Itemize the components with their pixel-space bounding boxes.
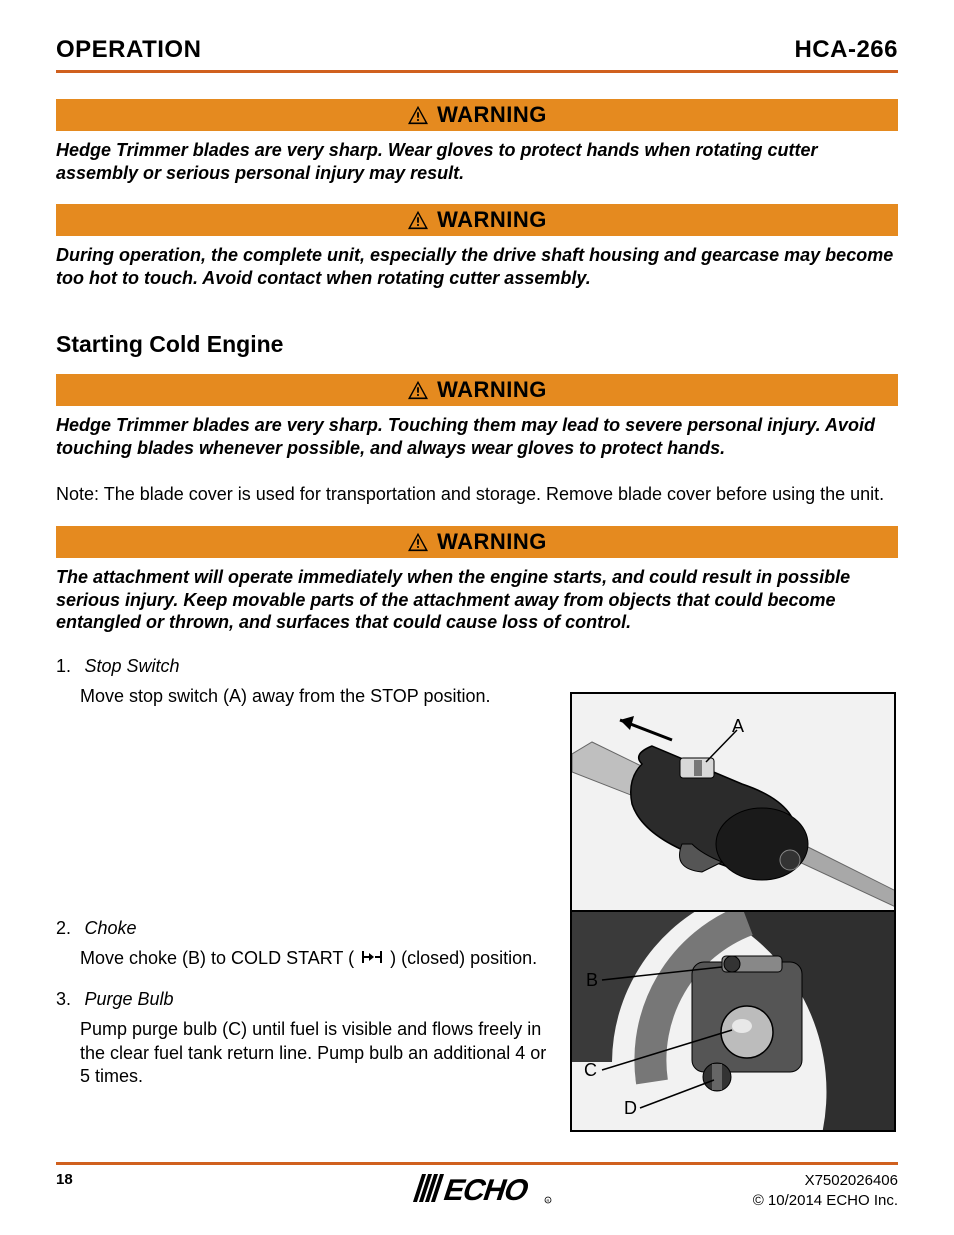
warning-banner: WARNING	[56, 526, 898, 558]
note-text: Note: The blade cover is used for transp…	[56, 483, 898, 506]
step-item: 1. Stop Switch Move stop switch (A) away…	[56, 656, 550, 708]
warning-text: The attachment will operate immediately …	[56, 566, 898, 634]
figure-callout-c: C	[584, 1060, 597, 1081]
warning-banner: WARNING	[56, 204, 898, 236]
warning-triangle-icon	[407, 380, 429, 400]
warning-label: WARNING	[437, 377, 547, 403]
step-body: Pump purge bulb (C) until fuel is visibl…	[80, 1018, 550, 1088]
step-item: 3. Purge Bulb Pump purge bulb (C) until …	[56, 989, 550, 1088]
warning-label: WARNING	[437, 207, 547, 233]
brand-logo: ECHO R	[402, 1168, 552, 1213]
warning-banner: WARNING	[56, 374, 898, 406]
figure-callout-d: D	[624, 1098, 637, 1119]
warning-text: Hedge Trimmer blades are very sharp. Wea…	[56, 139, 898, 184]
warning-triangle-icon	[407, 105, 429, 125]
page-number: 18	[56, 1171, 73, 1188]
model-number: HCA-266	[794, 36, 898, 64]
step-title: Stop Switch	[84, 656, 179, 676]
section-heading: Starting Cold Engine	[56, 331, 898, 358]
step-body-post: ) (closed) position.	[390, 948, 537, 968]
step-number: 2.	[56, 918, 80, 939]
choke-closed-icon	[361, 948, 383, 971]
warning-label: WARNING	[437, 529, 547, 555]
step-number: 1.	[56, 656, 80, 677]
step-title: Purge Bulb	[84, 989, 173, 1009]
warning-label: WARNING	[437, 102, 547, 128]
figure-callout-b: B	[586, 970, 598, 991]
doc-number: X7502026406	[753, 1171, 898, 1191]
figure-choke-purge: B C D	[570, 910, 896, 1132]
page-header: OPERATION HCA-266	[56, 36, 898, 73]
step-number: 3.	[56, 989, 80, 1010]
warning-text: Hedge Trimmer blades are very sharp. Tou…	[56, 414, 898, 459]
section-name: OPERATION	[56, 36, 201, 64]
step-body-pre: Move choke (B) to COLD START (	[80, 948, 359, 968]
figure-stop-switch: A	[570, 692, 896, 910]
page-footer: 18 X7502026406 © 10/2014 ECHO Inc. ECHO …	[56, 1150, 898, 1212]
warning-text: During operation, the complete unit, esp…	[56, 244, 898, 289]
figure-callout-a: A	[732, 716, 744, 737]
copyright: © 10/2014 ECHO Inc.	[753, 1191, 898, 1211]
warning-triangle-icon	[407, 532, 429, 552]
footer-rule	[56, 1162, 898, 1165]
step-body: Move choke (B) to COLD START ( ) (closed…	[80, 947, 550, 971]
steps-list: 1. Stop Switch Move stop switch (A) away…	[56, 656, 550, 1089]
svg-text:R: R	[547, 1198, 550, 1203]
warning-triangle-icon	[407, 210, 429, 230]
step-body: Move stop switch (A) away from the STOP …	[80, 685, 550, 708]
procedure-text-column: 1. Stop Switch Move stop switch (A) away…	[56, 656, 550, 1107]
step-title: Choke	[84, 918, 136, 938]
svg-text:ECHO: ECHO	[439, 1173, 533, 1207]
warning-banner: WARNING	[56, 99, 898, 131]
figure-column: A	[570, 692, 898, 1132]
step-item: 2. Choke Move choke (B) to COLD START (	[56, 918, 550, 971]
procedure-row: 1. Stop Switch Move stop switch (A) away…	[56, 656, 898, 1132]
